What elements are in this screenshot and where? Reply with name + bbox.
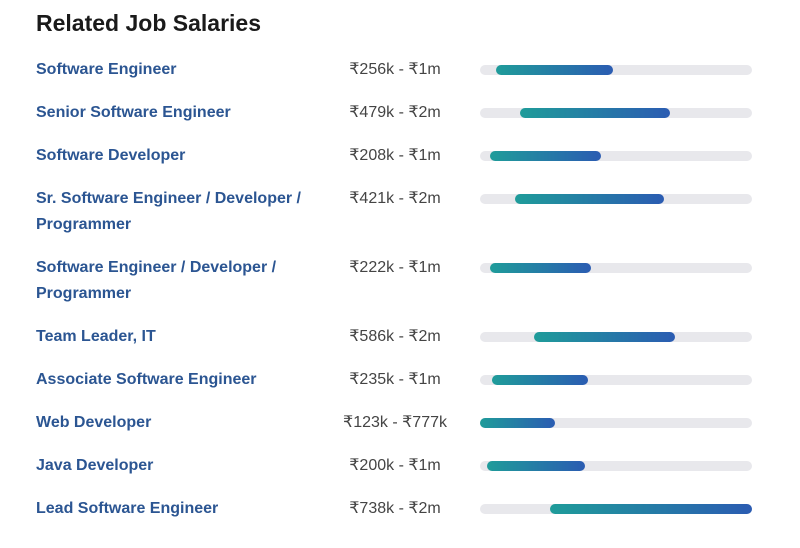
salary-bar-track [480, 375, 752, 385]
salary-bar-fill [480, 418, 556, 428]
salary-bar-track [480, 194, 752, 204]
job-title-link[interactable]: Lead Software Engineer [36, 500, 219, 517]
salary-bar-track [480, 108, 752, 118]
job-title-link[interactable]: Web Developer [36, 414, 152, 431]
salary-bar-fill [490, 151, 602, 161]
salary-bar-fill [515, 194, 664, 204]
job-title-link[interactable]: Software Engineer [36, 61, 177, 78]
salary-bar-fill [534, 332, 676, 342]
job-title-link[interactable]: Software Engineer / Developer / Programm… [36, 259, 277, 302]
salary-bar-fill [549, 504, 752, 514]
salary-range: ₹200k - ₹1m [349, 457, 441, 474]
salary-range: ₹738k - ₹2m [349, 500, 441, 517]
salary-bar-track [480, 332, 752, 342]
salary-range: ₹235k - ₹1m [349, 371, 441, 388]
salary-bar-track [480, 263, 752, 273]
salary-range: ₹123k - ₹777k [343, 414, 447, 431]
salary-bar-track [480, 151, 752, 161]
salary-bar-fill [496, 65, 613, 75]
salary-bar-fill [519, 108, 671, 118]
job-title-link[interactable]: Team Leader, IT [36, 328, 156, 345]
salary-bar-track [480, 65, 752, 75]
job-title-link[interactable]: Sr. Software Engineer / Developer / Prog… [36, 190, 301, 233]
salary-range: ₹208k - ₹1m [349, 147, 441, 164]
job-title-link[interactable]: Software Developer [36, 147, 186, 164]
salary-bar-fill [491, 375, 588, 385]
job-title-link[interactable]: Senior Software Engineer [36, 104, 231, 121]
salary-range: ₹421k - ₹2m [349, 190, 441, 207]
salary-bar-track [480, 504, 752, 514]
salary-bar-fill [487, 461, 585, 471]
salary-bar-track [480, 461, 752, 471]
job-title-link[interactable]: Associate Software Engineer [36, 371, 257, 388]
salary-range: ₹479k - ₹2m [349, 104, 441, 121]
salary-range: ₹222k - ₹1m [349, 259, 441, 276]
salary-range: ₹586k - ₹2m [349, 328, 441, 345]
job-title-link[interactable]: Java Developer [36, 457, 154, 474]
page-title: Related Job Salaries [36, 10, 261, 36]
salary-range: ₹256k - ₹1m [349, 61, 441, 78]
salary-bar-track [480, 418, 752, 428]
salary-bar-fill [490, 263, 591, 273]
